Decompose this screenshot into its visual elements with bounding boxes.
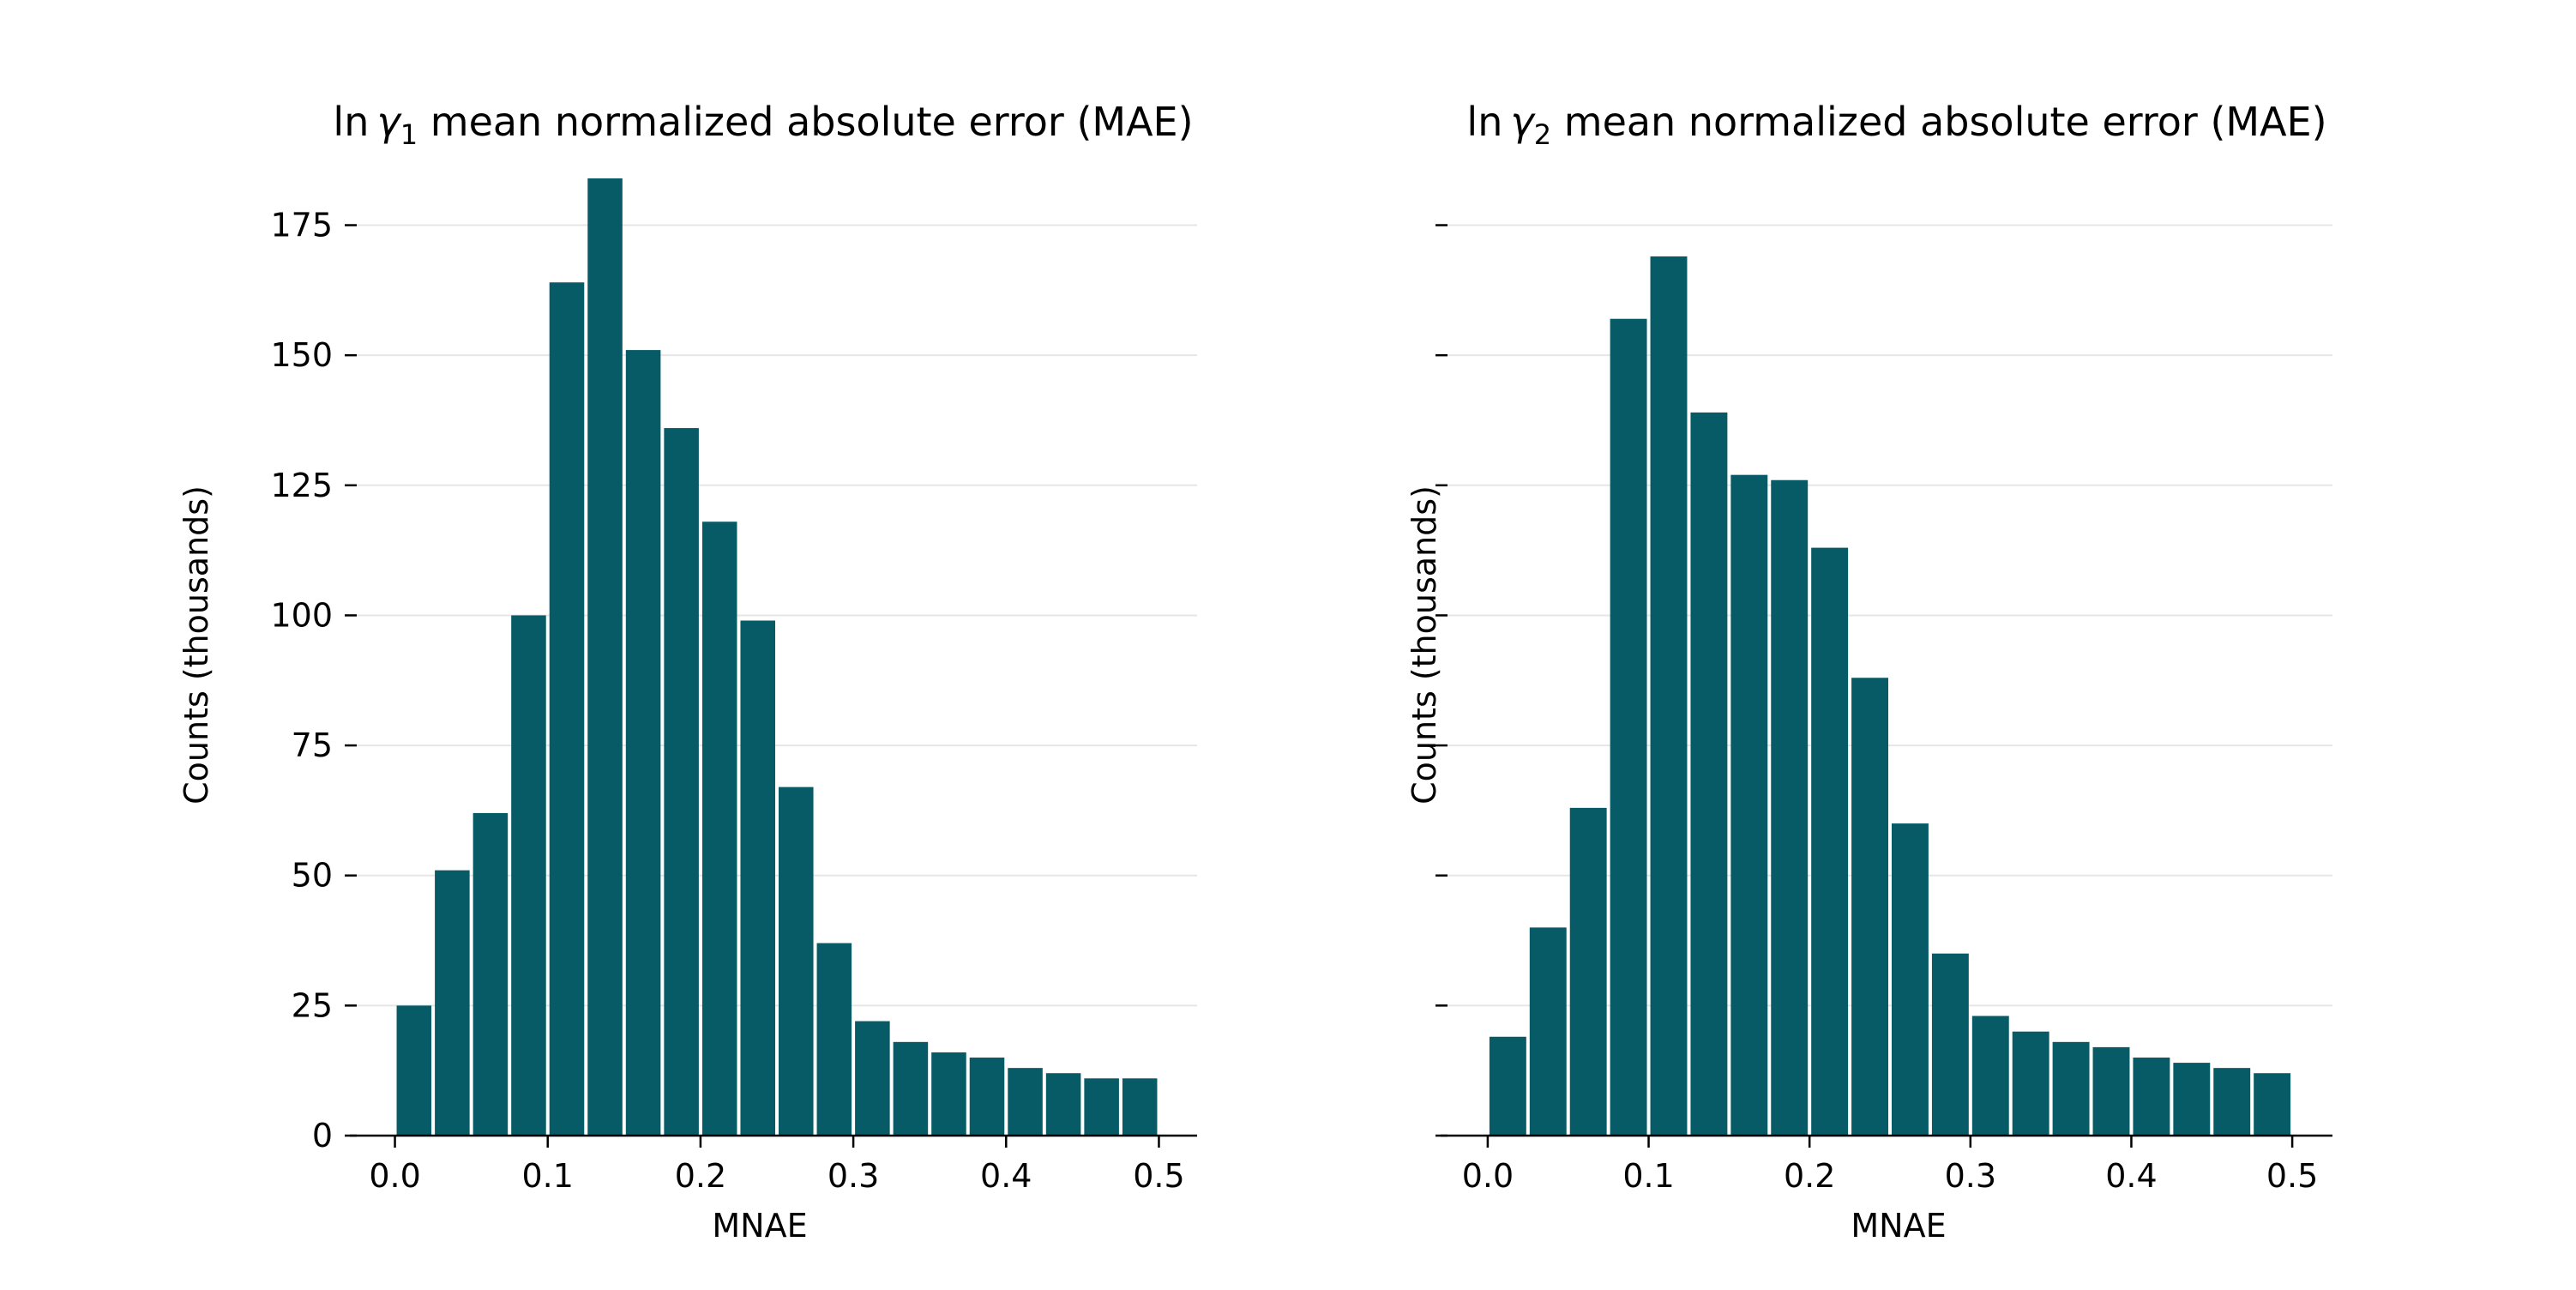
- x-axis-label: MNAE: [712, 1207, 807, 1245]
- title-variable: γ: [1511, 99, 1537, 145]
- bar: [779, 787, 814, 1136]
- bars: [1489, 256, 2291, 1136]
- bar: [1851, 678, 1888, 1136]
- bar: [396, 1005, 432, 1136]
- y-axis: 0 25 50 75 100 125 150 175: [270, 207, 357, 1154]
- bar: [931, 1052, 966, 1136]
- x-tick-label: 0.4: [2105, 1157, 2157, 1195]
- chart-ln-gamma2: ln γ2 mean normalized absolute error (MA…: [1405, 99, 2332, 1245]
- x-tick-label: 0.3: [828, 1157, 879, 1195]
- x-tick-label: 0.2: [675, 1157, 726, 1195]
- x-tick-label: 0.3: [1945, 1157, 1996, 1195]
- y-axis-label: Counts (thousands): [178, 485, 215, 805]
- title-text: mean normalized absolute error (MAE): [418, 99, 1193, 145]
- x-tick-label: 0.5: [2266, 1157, 2318, 1195]
- x-tick-label: 0.4: [980, 1157, 1032, 1195]
- chart-title: ln γ1 mean normalized absolute error (MA…: [333, 99, 1193, 151]
- bar: [969, 1058, 1005, 1136]
- y-axis: [1435, 224, 1447, 1137]
- bar: [1971, 1016, 2009, 1136]
- title-prefix: ln: [1466, 99, 1510, 145]
- x-tick-label: 0.5: [1133, 1157, 1184, 1195]
- title-variable: γ: [377, 99, 403, 145]
- bar: [816, 943, 852, 1136]
- title-text: mean normalized absolute error (MAE): [1551, 99, 2326, 145]
- x-tick-label: 0.2: [1784, 1157, 1835, 1195]
- bars: [396, 178, 1158, 1136]
- x-axis: 0.0 0.1 0.2 0.3 0.4 0.5: [350, 1134, 1197, 1195]
- y-tick-label: 25: [292, 986, 333, 1024]
- bar: [1771, 479, 1809, 1136]
- bar: [1650, 256, 1688, 1136]
- bar: [2133, 1058, 2170, 1136]
- bar: [1730, 474, 1768, 1136]
- x-tick-label: 0.1: [1622, 1157, 1674, 1195]
- y-tick-label: 150: [270, 336, 333, 374]
- bar: [1122, 1078, 1158, 1136]
- bar: [2213, 1068, 2251, 1136]
- y-axis-label: Counts (thousands): [1405, 485, 1443, 805]
- y-tick-label: 175: [270, 207, 333, 244]
- bar: [664, 428, 699, 1136]
- bar: [625, 350, 661, 1136]
- y-tick-label: 0: [312, 1117, 333, 1154]
- y-tick-label: 50: [292, 857, 333, 895]
- x-axis: 0.0 0.1 0.2 0.3 0.4 0.5: [1441, 1134, 2332, 1195]
- bar: [2173, 1063, 2211, 1136]
- bar: [549, 282, 585, 1136]
- bar: [1529, 927, 1567, 1136]
- bar: [2012, 1031, 2049, 1136]
- bar: [511, 615, 546, 1136]
- bar: [1045, 1073, 1081, 1136]
- bar: [2052, 1041, 2090, 1136]
- bar: [1931, 953, 1969, 1136]
- y-tick-label: 75: [292, 726, 333, 764]
- bar: [893, 1041, 929, 1136]
- x-axis-label: MNAE: [1851, 1207, 1946, 1245]
- x-tick-label: 0.0: [1462, 1157, 1514, 1195]
- bar: [1690, 412, 1728, 1136]
- bar: [1489, 1036, 1526, 1136]
- bar: [472, 812, 509, 1136]
- y-tick-label: 125: [270, 467, 333, 504]
- title-subscript: 2: [1534, 118, 1551, 151]
- title-prefix: ln: [333, 99, 376, 145]
- bar: [1008, 1068, 1043, 1136]
- y-tick-label: 100: [270, 596, 333, 634]
- bar: [1569, 807, 1607, 1136]
- bar: [2092, 1046, 2130, 1136]
- bar: [587, 178, 623, 1136]
- bar: [1892, 823, 1929, 1136]
- bar: [1610, 318, 1647, 1136]
- title-subscript: 1: [400, 118, 418, 151]
- chart-title: ln γ2 mean normalized absolute error (MA…: [1466, 99, 2326, 151]
- bar: [2254, 1073, 2291, 1136]
- bar: [1084, 1078, 1119, 1136]
- chart-ln-gamma1: ln γ1 mean normalized absolute error (MA…: [178, 99, 1197, 1245]
- bar: [740, 620, 775, 1136]
- x-tick-label: 0.0: [369, 1157, 420, 1195]
- bar: [855, 1021, 890, 1136]
- bar: [701, 521, 737, 1136]
- x-tick-label: 0.1: [522, 1157, 574, 1195]
- bar: [1811, 547, 1849, 1136]
- bar: [435, 870, 470, 1136]
